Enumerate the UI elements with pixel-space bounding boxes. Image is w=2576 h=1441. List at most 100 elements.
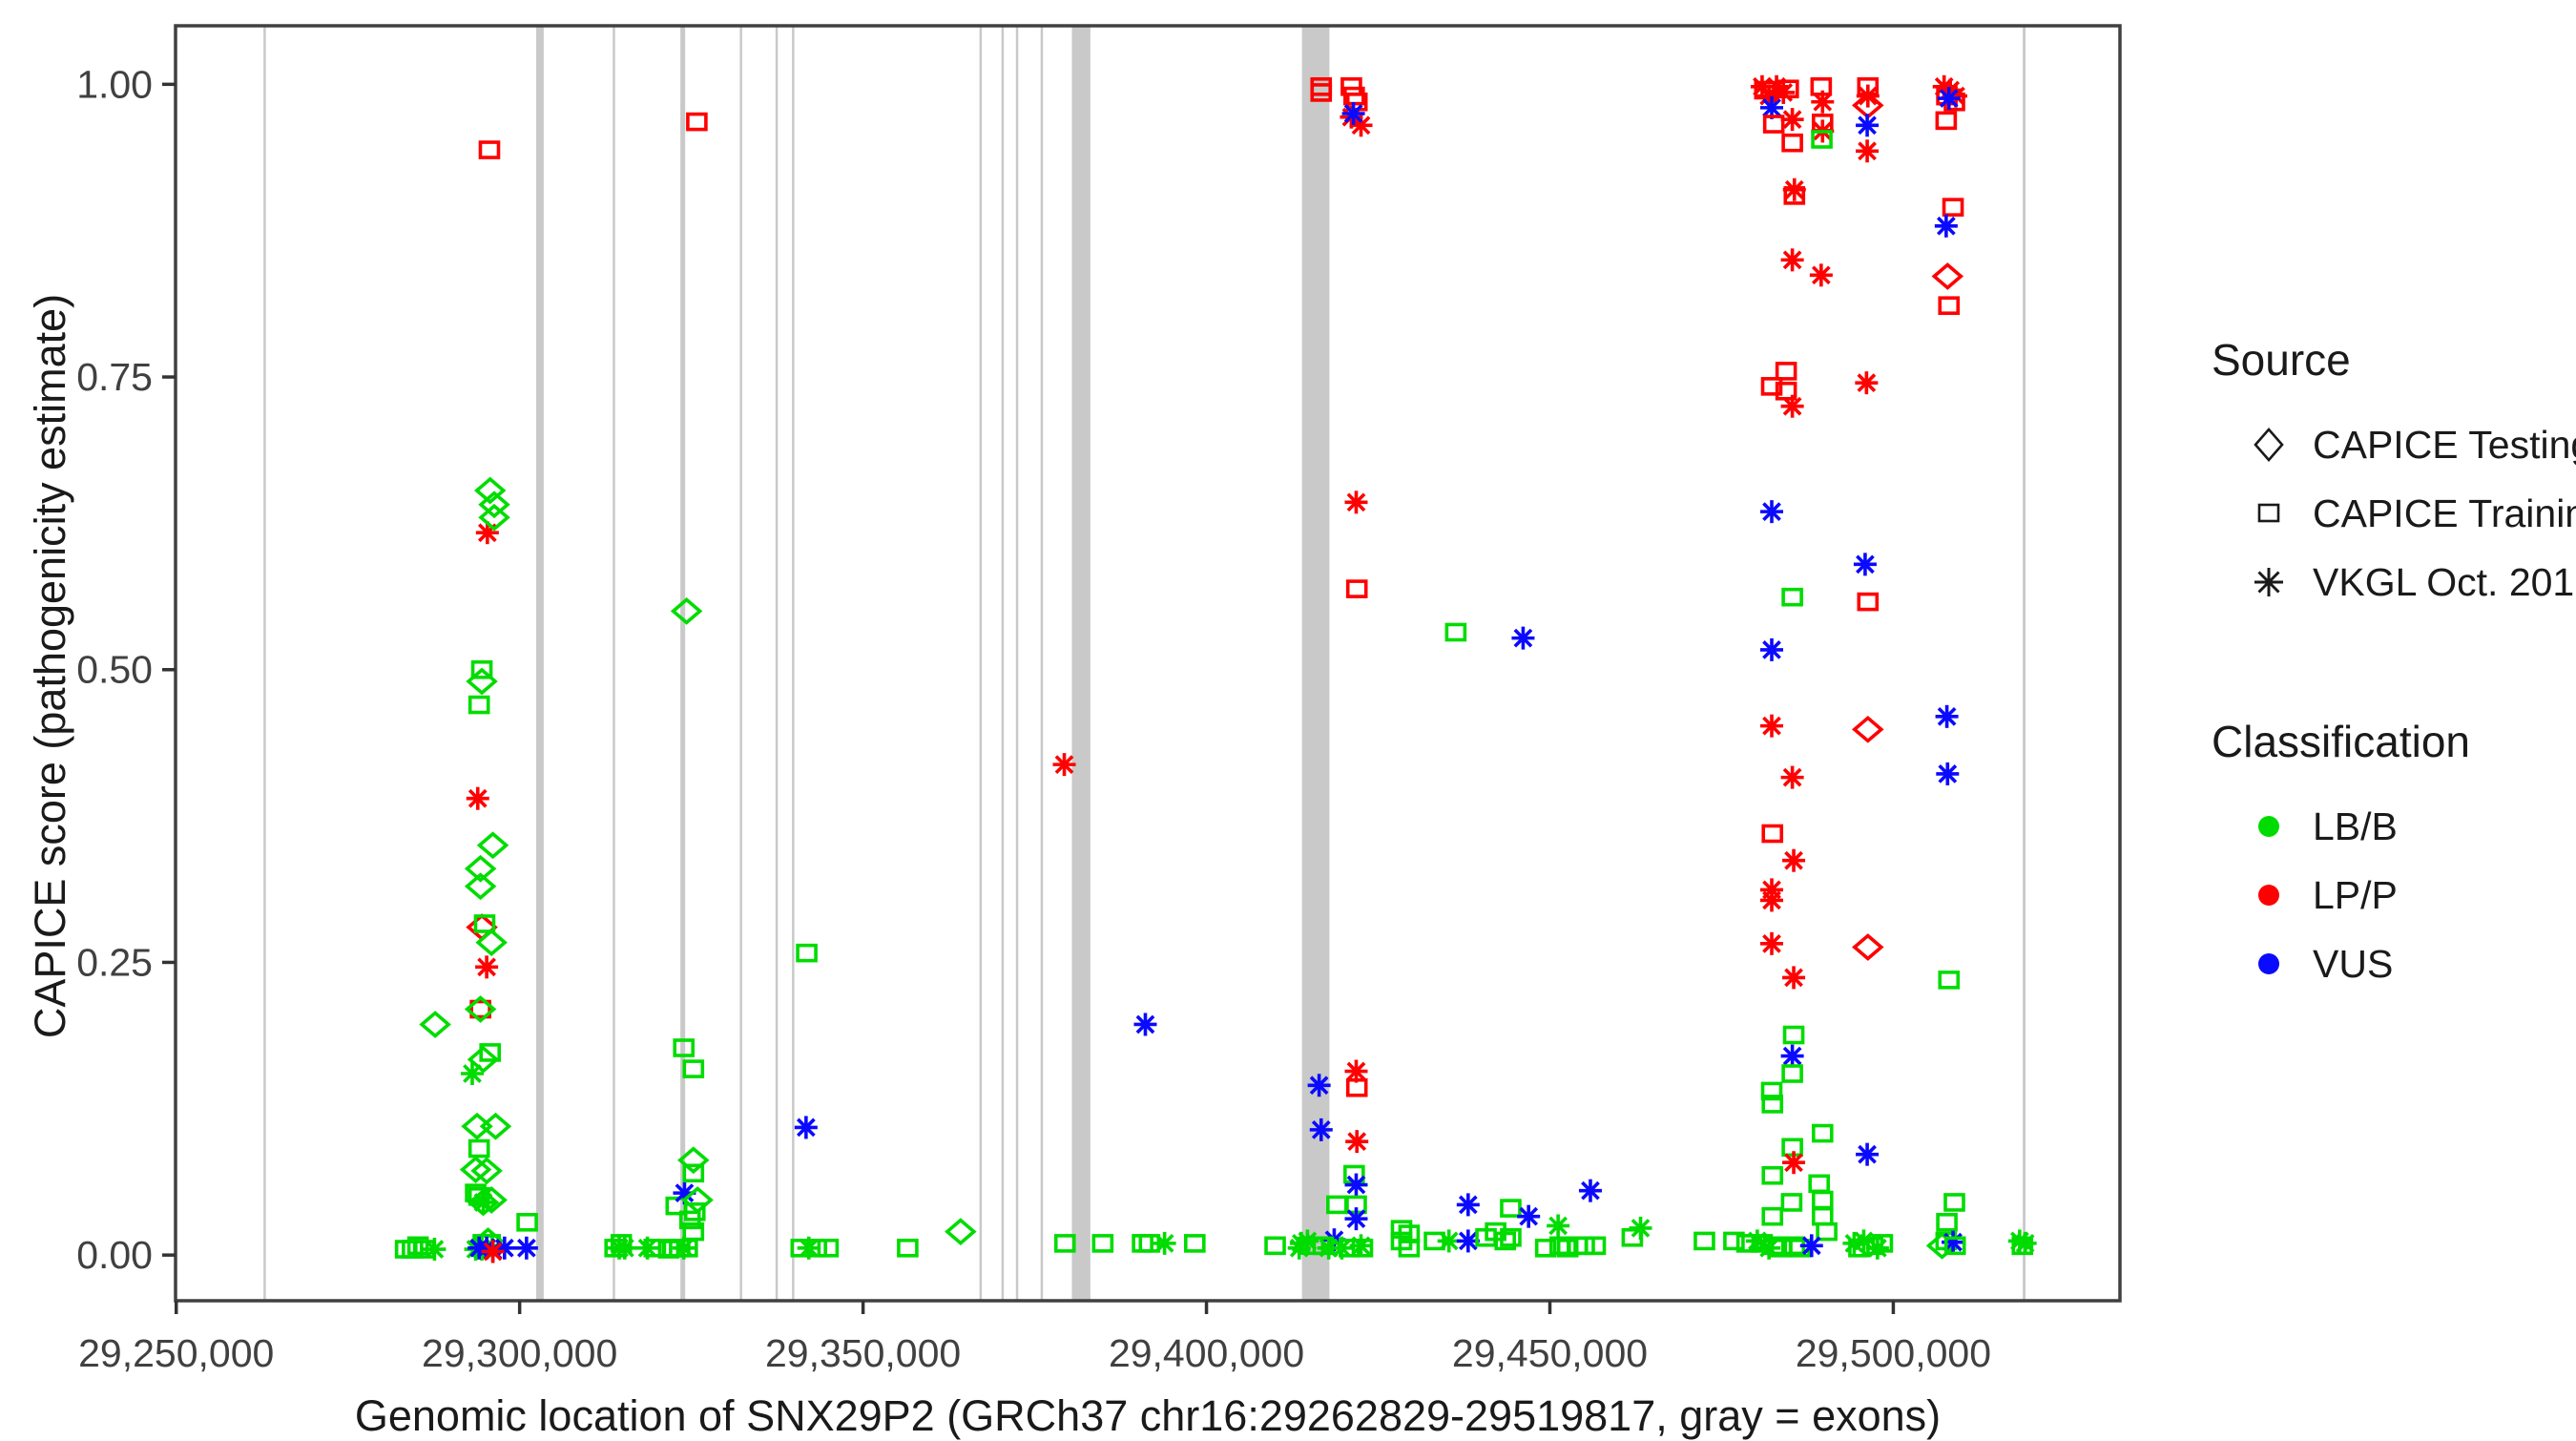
data-point (1310, 83, 1333, 102)
data-point (1936, 216, 1956, 236)
data-point (467, 788, 488, 808)
data-point (1519, 1206, 1539, 1226)
data-point (897, 1238, 919, 1258)
data-point (945, 1218, 977, 1245)
data-point (1346, 492, 1366, 512)
data-point (1781, 587, 1803, 607)
data-point (466, 913, 498, 942)
data-point (1784, 850, 1803, 870)
data-point (467, 1138, 490, 1159)
data-point (1347, 1132, 1367, 1152)
data-point (419, 1011, 451, 1038)
data-point (1053, 1234, 1076, 1253)
exon-bar (263, 26, 266, 1301)
data-point (1132, 1234, 1153, 1253)
data-point (1351, 115, 1371, 136)
data-point (464, 995, 497, 1023)
data-point (469, 999, 491, 1019)
data-point (470, 1157, 503, 1185)
data-point (1298, 1231, 1318, 1251)
data-point (1782, 767, 1802, 787)
data-point (1761, 1206, 1784, 1226)
data-point (1858, 1144, 1877, 1164)
data-point (1780, 1193, 1803, 1212)
legend-label: LP/P (2313, 872, 2398, 917)
data-point (1500, 1227, 1522, 1247)
legend-label: CAPICE Testing (2313, 422, 2576, 467)
y-tick-label: 1.00 (76, 62, 153, 106)
y-tick-label: 0.50 (76, 648, 153, 692)
data-point (1311, 1120, 1331, 1139)
data-point (682, 1059, 705, 1078)
legend-label: CAPICE Training (2313, 491, 2576, 535)
exon-bar (535, 26, 544, 1301)
legend-item-vus: VUS (2212, 929, 2565, 998)
x-axis-title: Genomic location of SNX29P2 (GRCh37 chr1… (354, 1391, 1942, 1440)
data-point (1458, 1231, 1478, 1251)
exon-bar (2023, 26, 2026, 1301)
data-point (1346, 1061, 1366, 1081)
data-point (1811, 1206, 1834, 1226)
legend: Source CAPICE Testing CAPICE Training (2212, 334, 2576, 998)
data-point (1761, 1165, 1784, 1185)
data-point (477, 957, 496, 977)
data-point (1801, 1236, 1821, 1256)
data-point (2015, 1234, 2035, 1253)
data-point (1937, 706, 1957, 726)
data-point (1943, 1236, 1966, 1256)
legend-label: VKGL Oct. 2019 (2313, 559, 2576, 604)
data-point (1868, 1238, 1887, 1258)
legend-classification-title: Classification (2212, 717, 2470, 766)
data-point (470, 659, 493, 679)
data-point (1776, 79, 1799, 99)
data-point (1345, 579, 1368, 598)
data-point (1309, 1076, 1329, 1096)
data-point (686, 112, 708, 132)
lpp-dot-icon (2246, 872, 2292, 918)
data-point (1784, 179, 1804, 199)
legend-label: LB/B (2313, 804, 2398, 848)
data-point (1935, 111, 1958, 131)
data-point (817, 1238, 840, 1258)
data-point (1581, 1180, 1600, 1201)
vus-dot-icon (2246, 941, 2292, 987)
data-point (476, 831, 509, 860)
exon-bar (739, 26, 742, 1301)
data-point (1762, 890, 1781, 910)
data-point (1345, 1077, 1368, 1097)
exon-bar (979, 26, 983, 1301)
data-point (1494, 1231, 1517, 1251)
legend-item-capice-training: CAPICE Training (2212, 479, 2576, 548)
x-tick-label: 29,450,000 (1452, 1331, 1648, 1375)
data-point (1858, 115, 1877, 136)
data-point (1857, 592, 1880, 612)
data-point (467, 1045, 500, 1074)
data-point (1762, 640, 1781, 659)
data-point (673, 1038, 696, 1057)
data-point (1346, 1175, 1366, 1195)
data-point (1857, 373, 1877, 393)
legend-label: VUS (2313, 941, 2394, 986)
exon-bar (1301, 26, 1330, 1301)
data-point (1184, 1234, 1206, 1253)
y-axis-title: CAPICE score (pathogenicity estimate) (26, 293, 74, 1039)
data-point (1444, 622, 1467, 642)
y-tick-label: 0.75 (76, 355, 153, 399)
data-point (1858, 141, 1877, 161)
lbb-dot-icon (2246, 804, 2292, 849)
data-point (1811, 1190, 1834, 1210)
data-point (682, 1222, 705, 1242)
data-point (683, 1201, 706, 1222)
data-point (1871, 1234, 1894, 1253)
data-point (473, 914, 496, 933)
data-point (677, 1146, 710, 1175)
data-point (1760, 377, 1783, 396)
data-point (1154, 1234, 1174, 1253)
legend-item-capice-testing: CAPICE Testing (2212, 410, 2576, 479)
data-point (467, 1188, 500, 1217)
data-point (1343, 104, 1363, 123)
data-point (1938, 971, 1961, 990)
data-point (464, 872, 497, 901)
exon-bar (1015, 26, 1019, 1301)
